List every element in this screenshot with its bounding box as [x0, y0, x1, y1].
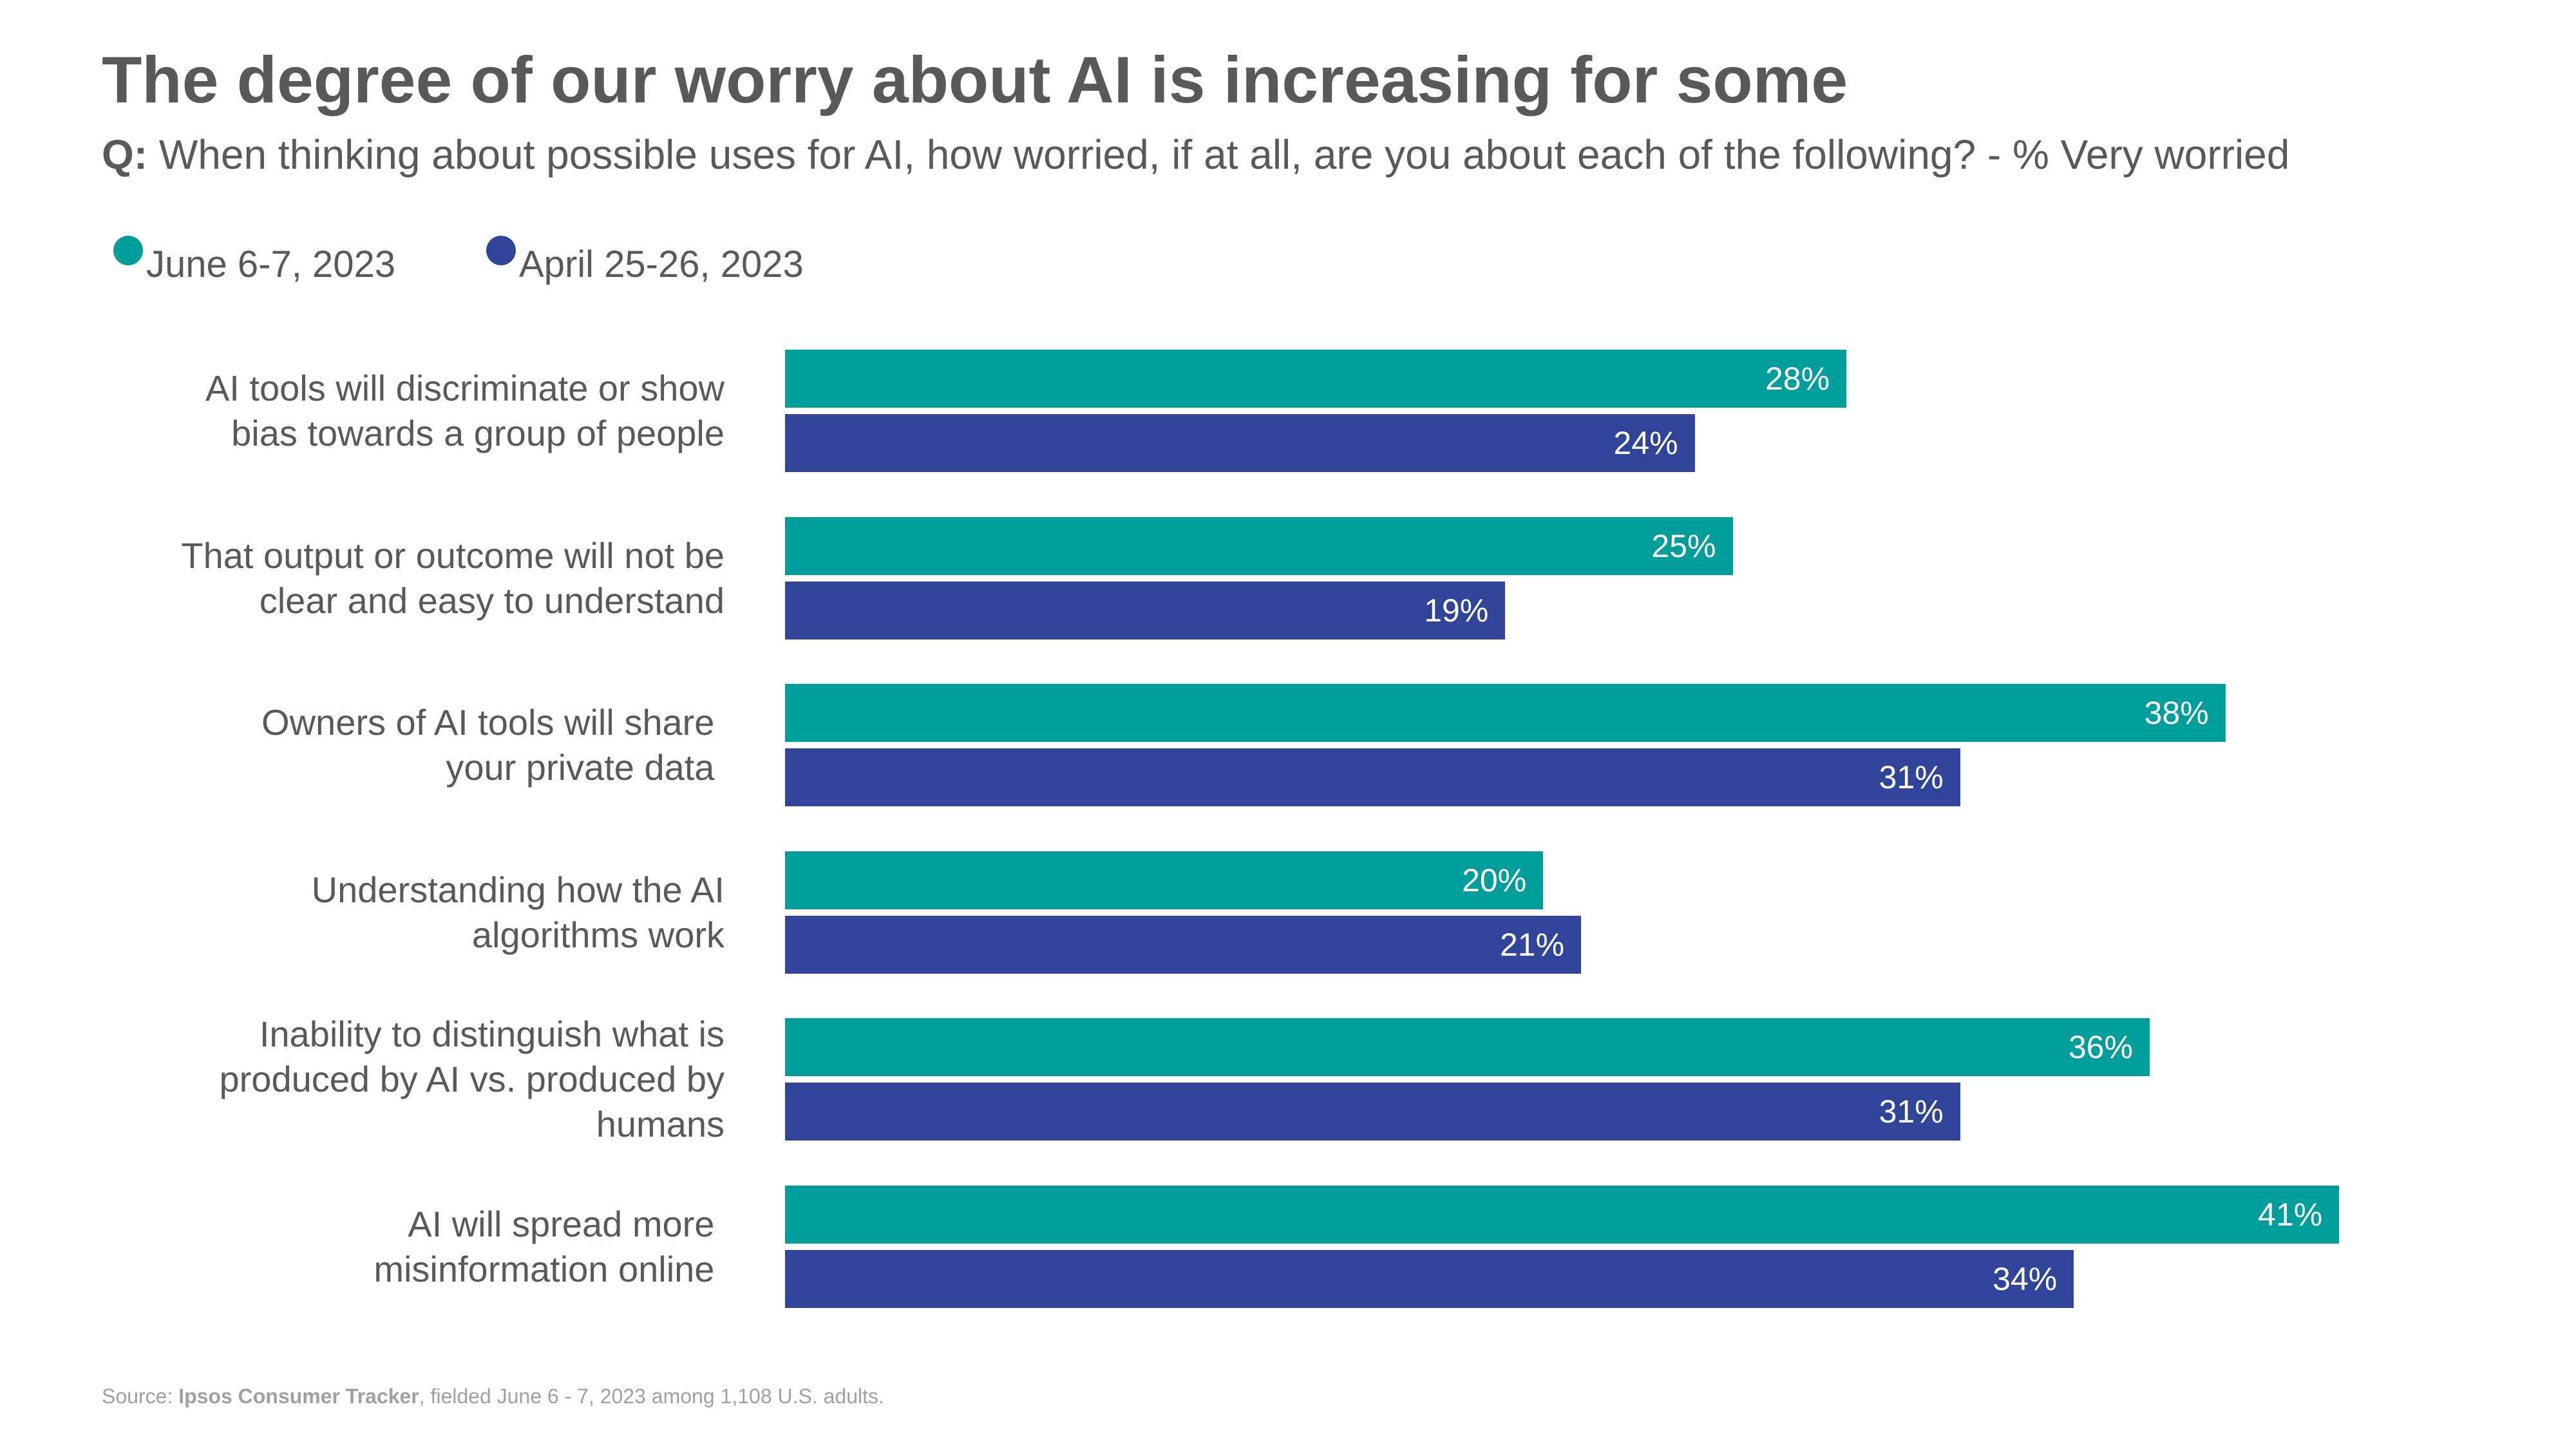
bar-april: 34% — [785, 1249, 2074, 1308]
category-label: Inability to distinguish what is produced… — [220, 1012, 725, 1147]
bar-april: 24% — [785, 414, 1695, 472]
data-label: 31% — [1879, 759, 1944, 795]
bar-april: 31% — [785, 1083, 1960, 1141]
bar-june: 20% — [785, 851, 1544, 909]
data-label: 25% — [1651, 527, 1716, 564]
category-label-line: AI tools will discriminate or show — [205, 368, 724, 408]
data-label: 28% — [1765, 361, 1830, 397]
source-suffix: , fielded June 6 - 7, 2023 among 1,108 U… — [419, 1385, 884, 1408]
bar-june: 25% — [785, 516, 1733, 575]
legend-label: June 6-7, 2023 — [146, 243, 395, 285]
data-label: 34% — [1993, 1260, 2058, 1297]
data-label: 19% — [1424, 592, 1489, 629]
question-text: When thinking about possible uses for AI… — [158, 131, 2290, 178]
chart-title: The degree of our worry about AI is incr… — [102, 43, 1848, 117]
legend-dot-icon — [486, 236, 516, 265]
data-label: 41% — [2258, 1196, 2323, 1233]
chart-subtitle: Q: When thinking about possible uses for… — [102, 132, 2289, 177]
category-label: Understanding how the AI algorithms work — [312, 867, 724, 958]
bar-june: 28% — [785, 350, 1847, 408]
category-label-line: Understanding how the AI — [311, 869, 724, 910]
legend-dot-icon — [113, 236, 143, 265]
data-label: 31% — [1879, 1094, 1944, 1130]
data-label: 36% — [2068, 1029, 2133, 1065]
bar-june: 38% — [785, 684, 2226, 742]
category-label-line: clear and easy to understand — [259, 580, 724, 621]
category-label-line: algorithms work — [471, 914, 724, 955]
data-label: 38% — [2144, 695, 2209, 731]
bar-april: 19% — [785, 581, 1506, 639]
category-label-line: That output or outcome will not be — [181, 535, 724, 576]
data-label: 20% — [1462, 862, 1527, 898]
category-label-line: Inability to distinguish what is — [259, 1014, 724, 1054]
category-label-line: produced by AI vs. produced by — [219, 1059, 725, 1099]
source-note: Source: Ipsos Consumer Tracker, fielded … — [102, 1385, 884, 1408]
category-label: Owners of AI tools will share your priva… — [261, 700, 724, 790]
data-label: 24% — [1613, 425, 1678, 461]
bar-june: 36% — [785, 1018, 2150, 1076]
question-prefix: Q: — [102, 131, 148, 178]
bar-april: 31% — [785, 748, 1960, 806]
bar-april: 21% — [785, 915, 1582, 974]
legend-label: April 25-26, 2023 — [519, 243, 804, 285]
category-label-line: AI will spread more — [408, 1203, 724, 1244]
category-label-line: misinformation online — [374, 1248, 724, 1289]
category-label: AI will spread more misinformation onlin… — [374, 1202, 724, 1292]
source-prefix: Source: — [102, 1385, 179, 1408]
category-label-line: humans — [596, 1104, 724, 1144]
category-label-line: Owners of AI tools will share — [261, 702, 724, 743]
category-label-line: your private data — [446, 747, 724, 788]
source-name: Ipsos Consumer Tracker — [178, 1385, 419, 1408]
data-label: 21% — [1499, 926, 1565, 963]
category-label: That output or outcome will not be clear … — [181, 533, 724, 623]
bar-june: 41% — [785, 1185, 2340, 1244]
category-label: AI tools will discriminate or show bias t… — [205, 366, 724, 456]
category-label-line: bias towards a group of people — [231, 413, 724, 453]
